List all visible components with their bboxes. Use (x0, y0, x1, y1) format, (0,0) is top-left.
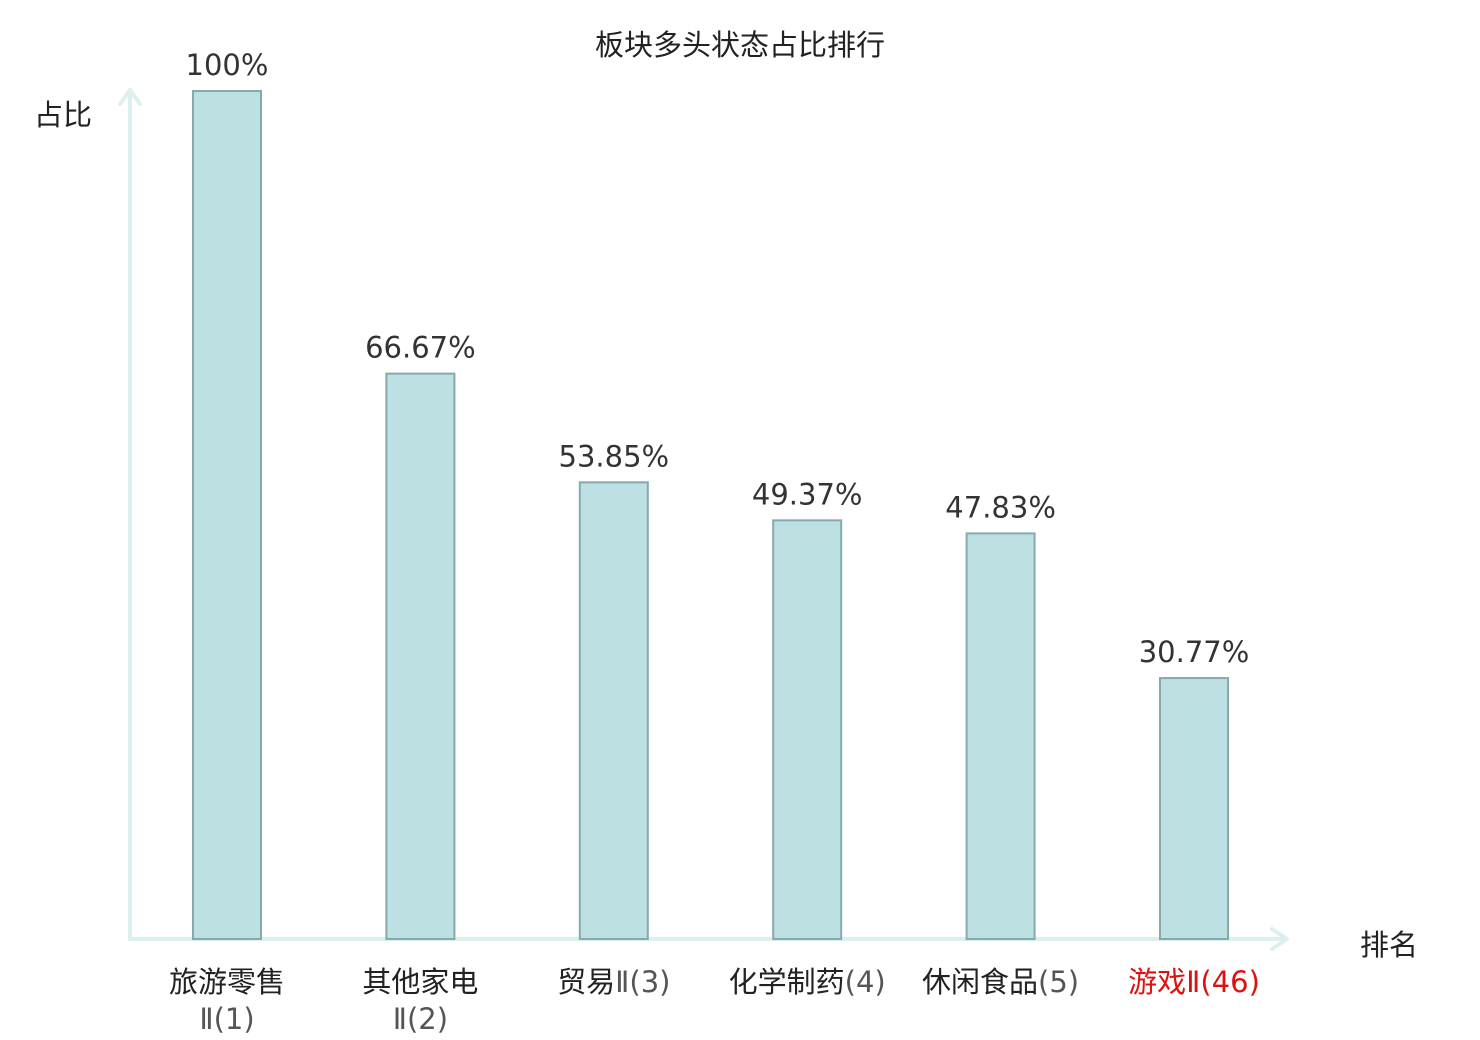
category-name: 游戏 (1128, 965, 1187, 999)
y-axis-arrow (118, 88, 142, 106)
category-name: 化学制药 (728, 965, 845, 999)
category-label-4: 休闲食品(5) (906, 966, 1096, 1003)
x-axis-label: 排名 (1360, 928, 1419, 962)
x-axis-arrow (1270, 927, 1289, 951)
value-label-4: 47.83% (945, 490, 1056, 524)
value-label-3: 49.37% (752, 477, 863, 511)
bar-5 (1159, 677, 1229, 940)
category-name: 休闲食品 (922, 965, 1039, 999)
category-name: 旅游零售 (168, 965, 285, 999)
bar-4 (965, 532, 1036, 940)
category-label-3: 化学制药(4) (712, 966, 902, 1003)
category-rank: Ⅱ(46) (1186, 965, 1260, 999)
bars-group (192, 90, 1229, 940)
category-rank: Ⅱ(2) (392, 1002, 449, 1036)
bar-1 (385, 372, 456, 940)
category-rank: (4) (844, 965, 886, 999)
value-labels-group: 100% 66.67% 53.85% 49.37% 47.83% 30.77% (186, 48, 1250, 669)
value-label-1: 66.67% (365, 331, 476, 365)
category-label-5: 游戏Ⅱ(46) (1099, 966, 1289, 1003)
category-label-2: 贸易Ⅱ(3) (519, 966, 709, 1003)
bar-3 (772, 519, 843, 940)
axes (118, 88, 1289, 951)
bar-2 (578, 481, 649, 940)
category-rank: (5) (1038, 965, 1080, 999)
bar-0 (192, 90, 262, 940)
chart-title: 板块多头状态占比排行 (594, 28, 885, 62)
value-label-5: 30.77% (1139, 635, 1250, 669)
category-rank: Ⅱ(3) (615, 965, 671, 999)
category-name: 其他家电 (362, 965, 479, 999)
category-label-1: 其他家电 Ⅱ(2) (325, 966, 515, 1040)
y-axis-label: 占比 (34, 98, 93, 132)
value-label-0: 100% (186, 48, 269, 82)
category-rank: Ⅱ(1) (199, 1002, 255, 1036)
category-label-0: 旅游零售 Ⅱ(1) (132, 966, 322, 1040)
value-label-2: 53.85% (559, 439, 670, 473)
category-name: 贸易 (557, 965, 616, 999)
